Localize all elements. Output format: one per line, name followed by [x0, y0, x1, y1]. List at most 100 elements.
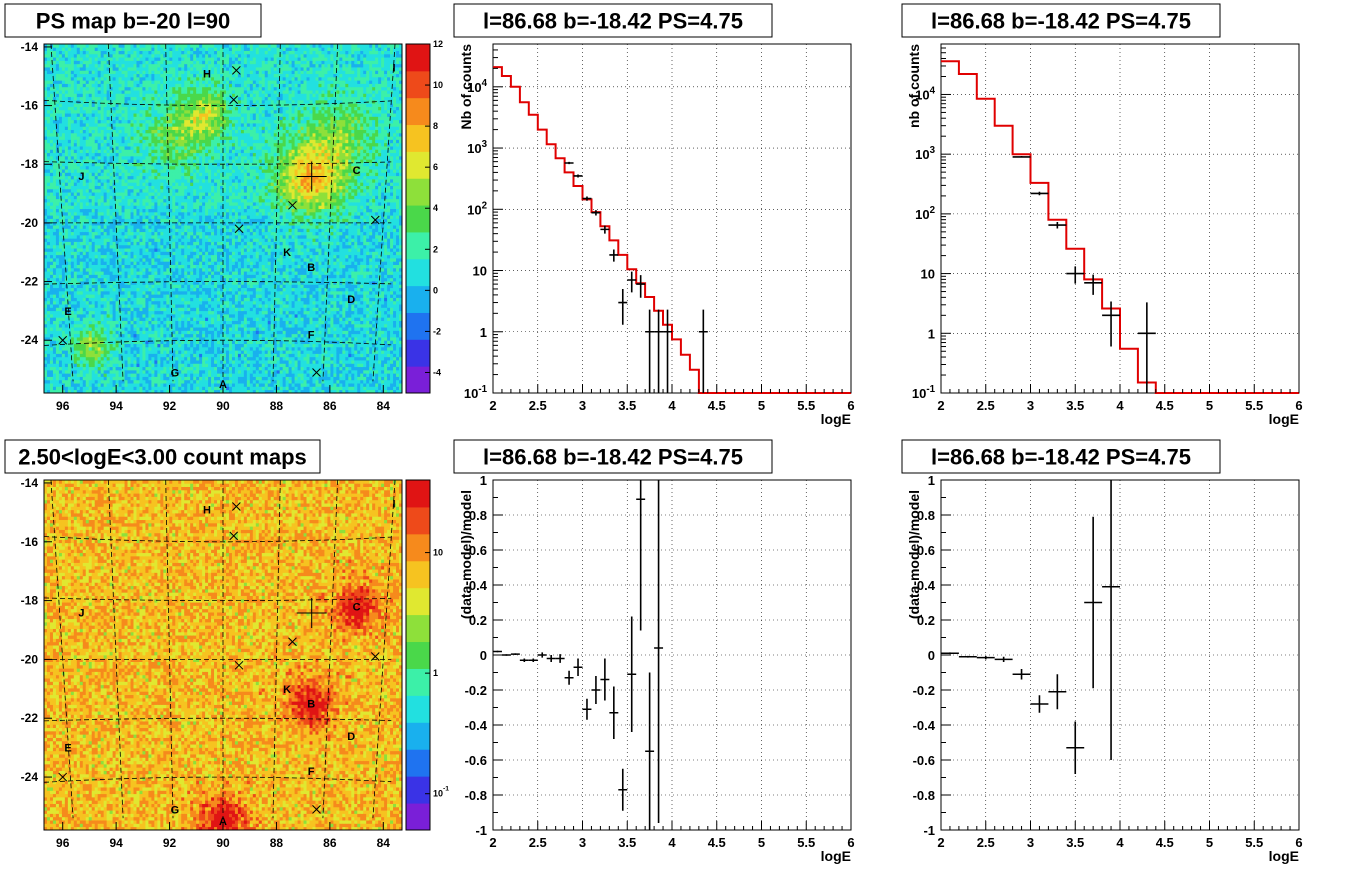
heatmap-cell: [122, 195, 125, 199]
heatmap-cell: [131, 258, 134, 262]
heatmap-cell: [47, 70, 50, 74]
heatmap-cell: [157, 133, 160, 137]
heatmap-cell: [104, 87, 107, 91]
heatmap-cell: [113, 57, 116, 61]
heatmap-cell: [134, 143, 137, 147]
heatmap-cell: [157, 186, 160, 190]
heatmap-cell: [95, 107, 98, 111]
heatmap-cell: [86, 123, 89, 127]
heatmap-cell: [65, 222, 68, 226]
heatmap-cell: [136, 360, 139, 364]
heatmap-cell: [107, 344, 110, 348]
heatmap-cell: [160, 307, 163, 311]
heatmap-cell: [134, 156, 137, 160]
heatmap-cell: [98, 182, 101, 186]
heatmap-cell: [175, 380, 178, 384]
heatmap-cell: [53, 350, 56, 354]
heatmap-cell: [128, 130, 131, 134]
heatmap-cell: [175, 222, 178, 226]
heatmap-cell: [154, 380, 157, 384]
heatmap-cell: [47, 169, 50, 173]
heatmap-cell: [74, 163, 77, 167]
heatmap-cell: [68, 386, 71, 390]
heatmap-cell: [59, 60, 62, 64]
heatmap-cell: [89, 317, 92, 321]
heatmap-cell: [148, 120, 151, 124]
heatmap-cell: [65, 110, 68, 114]
heatmap-cell: [59, 330, 62, 334]
heatmap-cell: [131, 146, 134, 150]
heatmap-cell: [113, 232, 116, 236]
heatmap-cell: [62, 123, 65, 127]
heatmap-cell: [107, 116, 110, 120]
heatmap-cell: [83, 215, 86, 219]
heatmap-cell: [160, 347, 163, 351]
heatmap-cell: [142, 176, 145, 180]
heatmap-cell: [71, 360, 74, 364]
heatmap-cell: [101, 271, 104, 275]
heatmap-cell: [145, 153, 148, 157]
heatmap-cell: [95, 182, 98, 186]
heatmap-cell: [47, 255, 50, 259]
heatmap-cell: [80, 337, 83, 341]
heatmap-cell: [128, 116, 131, 120]
heatmap-cell: [98, 120, 101, 124]
heatmap-cell: [113, 238, 116, 242]
heatmap-cell: [172, 304, 175, 308]
heatmap-cell: [175, 67, 178, 71]
heatmap-cell: [116, 202, 119, 206]
heatmap-cell: [50, 353, 53, 357]
heatmap-cell: [44, 314, 47, 318]
heatmap-cell: [44, 268, 47, 272]
heatmap-cell: [122, 232, 125, 236]
heatmap-cell: [74, 284, 77, 288]
heatmap-cell: [50, 149, 53, 153]
heatmap-cell: [145, 143, 148, 147]
heatmap-cell: [122, 265, 125, 269]
heatmap-cell: [139, 284, 142, 288]
heatmap-cell: [113, 307, 116, 311]
heatmap-cell: [172, 120, 175, 124]
heatmap-cell: [62, 64, 65, 68]
heatmap-cell: [154, 205, 157, 209]
heatmap-cell: [160, 172, 163, 176]
heatmap-cell: [128, 113, 131, 117]
heatmap-cell: [134, 363, 137, 367]
heatmap-cell: [110, 278, 113, 282]
heatmap-cell: [151, 301, 154, 305]
heatmap-cell: [145, 291, 148, 295]
heatmap-cell: [59, 139, 62, 143]
heatmap-cell: [44, 80, 47, 84]
heatmap-cell: [80, 93, 83, 97]
heatmap-cell: [125, 189, 128, 193]
heatmap-cell: [166, 350, 169, 354]
heatmap-cell: [98, 363, 101, 367]
heatmap-cell: [62, 156, 65, 160]
heatmap-cell: [92, 350, 95, 354]
heatmap-cell: [89, 380, 92, 384]
heatmap-cell: [98, 205, 101, 209]
heatmap-cell: [53, 245, 56, 249]
heatmap-cell: [53, 327, 56, 331]
heatmap-cell: [104, 212, 107, 216]
heatmap-cell: [125, 51, 128, 55]
heatmap-cell: [92, 219, 95, 223]
heatmap-cell: [59, 64, 62, 68]
heatmap-cell: [134, 265, 137, 269]
heatmap-cell: [151, 90, 154, 94]
heatmap-cell: [125, 126, 128, 130]
heatmap-cell: [142, 386, 145, 390]
heatmap-cell: [107, 357, 110, 361]
heatmap-cell: [95, 110, 98, 114]
heatmap-cell: [160, 380, 163, 384]
heatmap-cell: [68, 258, 71, 262]
heatmap-cell: [119, 47, 122, 51]
heatmap-cell: [110, 219, 113, 223]
heatmap-cell: [172, 274, 175, 278]
heatmap-cell: [148, 268, 151, 272]
heatmap-cell: [95, 143, 98, 147]
heatmap-cell: [53, 189, 56, 193]
heatmap-cell: [151, 268, 154, 272]
heatmap-cell: [65, 77, 68, 81]
heatmap-cell: [122, 64, 125, 68]
